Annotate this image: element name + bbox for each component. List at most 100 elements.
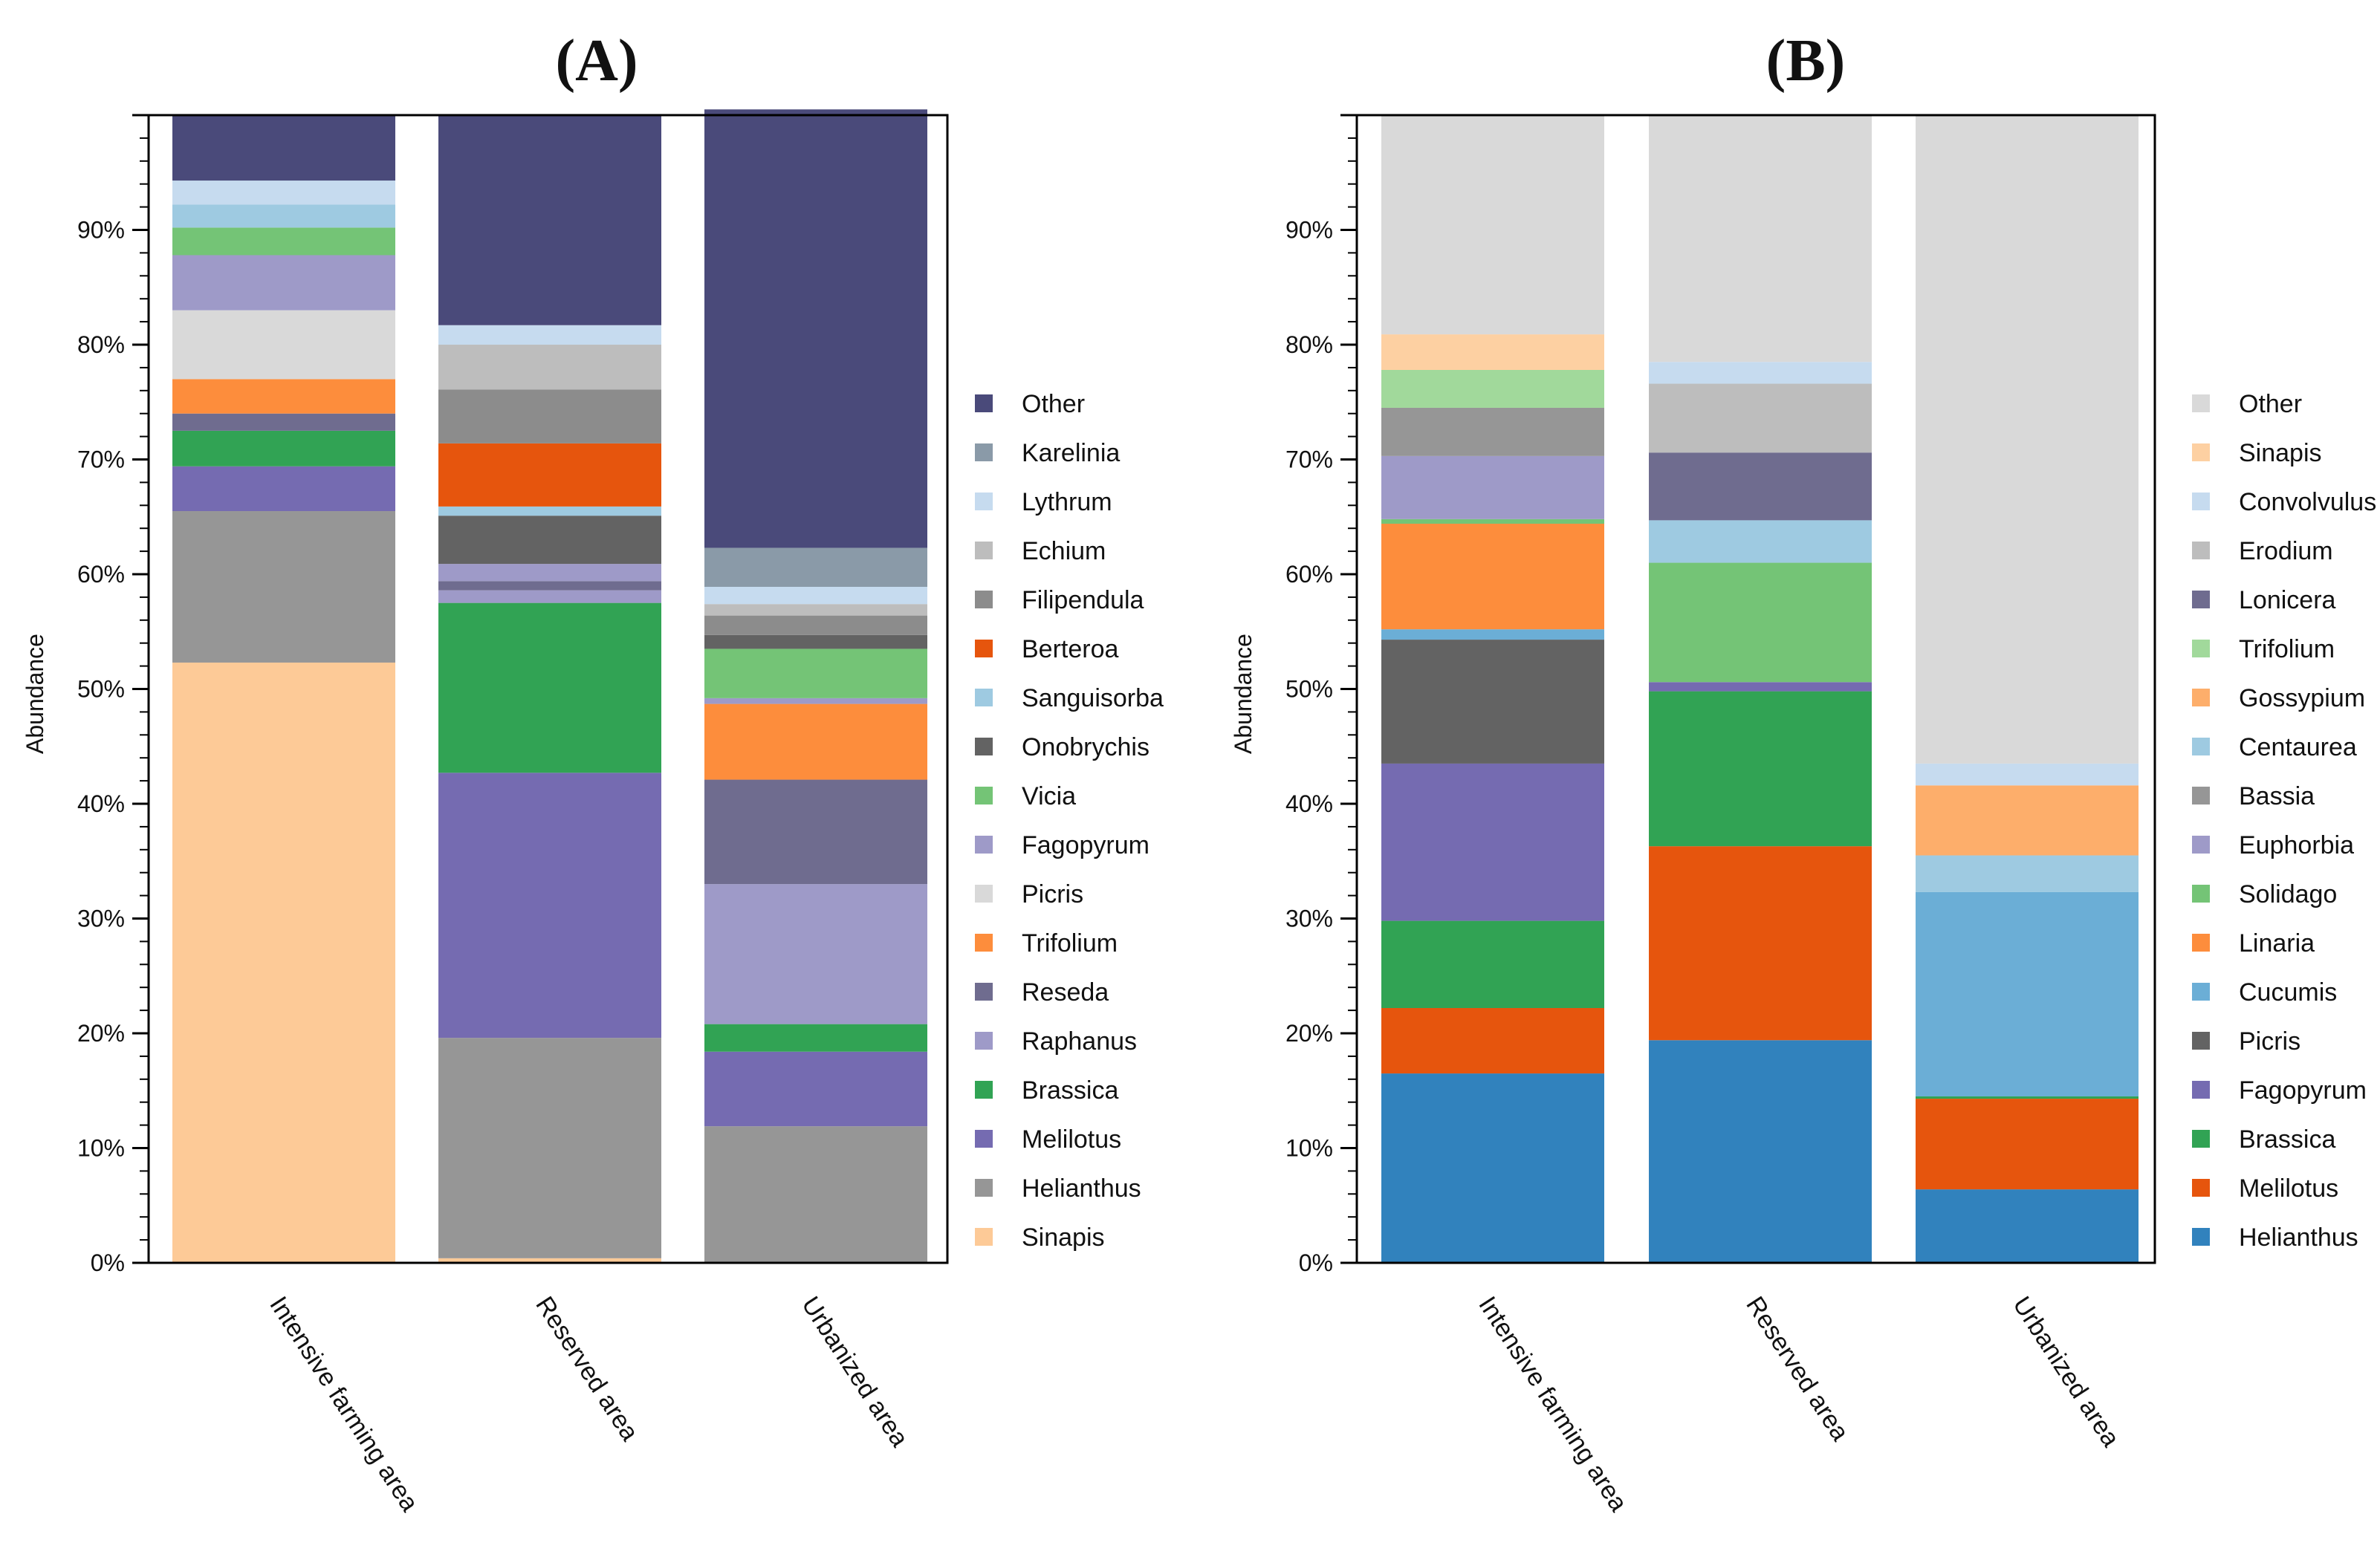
legend-swatch-other (2192, 394, 2210, 412)
bar-segment-helianthus-2 (1649, 1040, 1872, 1263)
legend-label-lonicera: Lonicera (2239, 586, 2336, 614)
legend-swatch-gossypium (2192, 689, 2210, 706)
legend-swatch-brassica (975, 1081, 993, 1099)
bar-segment-erodium-2 (1649, 383, 1872, 453)
bar-segment-reseda-2 (438, 581, 661, 591)
bar-segment-fagopyrum-1 (172, 255, 395, 311)
legend-label-cucumis: Cucumis (2239, 978, 2337, 1007)
legend-swatch-reseda (975, 983, 993, 1001)
y-tick-label: 60% (77, 561, 125, 588)
bar-segment-melilotus-1 (1381, 1008, 1604, 1074)
legend-label-karelinia: Karelinia (1022, 439, 1120, 467)
bar-segment-other-3 (704, 109, 927, 548)
x-tick-label: Intensive farming area (264, 1292, 424, 1517)
y-tick-label: 10% (1285, 1135, 1333, 1162)
y-tick-label: 0% (1299, 1249, 1333, 1276)
bar-segment-euphorbia-1 (1381, 455, 1604, 519)
panel-b-title: (B) (1766, 28, 1846, 94)
bar-segment-fagopyrum-3 (704, 698, 927, 704)
legend-label-other: Other (1022, 390, 1085, 418)
bar-segment-other-1 (172, 115, 395, 181)
bar-segment-trifolium-3 (704, 703, 927, 780)
legend-swatch-trifolium (975, 934, 993, 952)
bar-segment-brassica-2 (438, 602, 661, 773)
panel-a-title: (A) (555, 28, 638, 94)
y-tick-label: 80% (1285, 331, 1333, 358)
y-tick-label: 70% (77, 446, 125, 473)
legend-swatch-other (975, 394, 993, 412)
legend-label-raphanus: Raphanus (1022, 1027, 1137, 1056)
panel-b-bars (1381, 115, 2139, 1263)
y-tick-label: 30% (1285, 906, 1333, 932)
legend-swatch-sinapis (2192, 443, 2210, 461)
bar-segment-brassica-3 (1916, 1096, 2139, 1099)
x-tick-label: Urbanized area (796, 1292, 914, 1452)
legend-swatch-erodium (2192, 542, 2210, 559)
legend-label-other: Other (2239, 390, 2302, 418)
bar-segment-solidago-1 (1381, 519, 1604, 524)
bar-segment-berteroa-2 (438, 443, 661, 507)
bar-segment-sinapis-1 (172, 662, 395, 1263)
panel-b-y-axis-label: Abundance (1230, 634, 1257, 754)
bar-segment-karelinia-3 (704, 547, 927, 587)
bar-segment-lonicera-2 (1649, 452, 1872, 521)
bar-segment-linaria-1 (1381, 524, 1604, 630)
bar-segment-cucumis-3 (1916, 891, 2139, 1096)
panel-a-bars (172, 109, 927, 1263)
legend-label-filipendula: Filipendula (1022, 586, 1144, 614)
bar-segment-raphanus-3 (704, 884, 927, 1024)
bar-segment-trifolium-1 (1381, 369, 1604, 408)
y-tick-label: 60% (1285, 561, 1333, 588)
legend-swatch-fagopyrum (2192, 1081, 2210, 1099)
legend-label-linaria: Linaria (2239, 929, 2315, 958)
bar-segment-picris-1 (1381, 640, 1604, 764)
bar-segment-fagopyrum-2 (1649, 682, 1872, 692)
bar-segment-melilotus-3 (704, 1051, 927, 1127)
bar-segment-lythrum-2 (438, 325, 661, 345)
legend-swatch-melilotus (975, 1130, 993, 1148)
y-tick-label: 40% (1285, 790, 1333, 817)
bar-segment-filipendula-2 (438, 389, 661, 443)
legend-label-solidago: Solidago (2239, 880, 2337, 908)
legend-swatch-cucumis (2192, 983, 2210, 1001)
bar-segment-convolvulus-2 (1649, 362, 1872, 384)
bar-segment-helianthus-3 (1916, 1189, 2139, 1263)
legend-swatch-solidago (2192, 885, 2210, 903)
bar-segment-solidago-2 (1649, 562, 1872, 683)
bar-segment-picris-1 (172, 310, 395, 380)
bar-segment-cucumis-1 (1381, 629, 1604, 640)
legend-swatch-filipendula (975, 591, 993, 608)
legend-label-trifolium: Trifolium (1022, 929, 1118, 958)
bar-segment-gossypium-3 (1916, 785, 2139, 856)
bar-segment-helianthus-1 (1381, 1073, 1604, 1263)
bar-segment-other-2 (438, 115, 661, 325)
legend-swatch-berteroa (975, 640, 993, 657)
panel-a: (A) Abundance Intensive farming area Rese… (22, 28, 1164, 1517)
y-tick-label: 30% (77, 906, 125, 932)
legend-label-onobrychis: Onobrychis (1022, 733, 1150, 761)
bar-segment-helianthus-1 (172, 511, 395, 663)
y-tick-label: 90% (1285, 217, 1333, 244)
y-tick-label: 70% (1285, 446, 1333, 473)
legend-label-reseda: Reseda (1022, 978, 1109, 1007)
y-tick-label: 10% (77, 1135, 125, 1162)
legend-swatch-onobrychis (975, 738, 993, 755)
bar-segment-echium-2 (438, 345, 661, 390)
y-tick-label: 80% (77, 331, 125, 358)
bar-segment-brassica-1 (172, 430, 395, 467)
x-tick-label: Intensive farming area (1473, 1292, 1632, 1517)
bar-segment-bassia-1 (1381, 407, 1604, 456)
legend-swatch-melilotus (2192, 1179, 2210, 1197)
legend-label-melilotus: Melilotus (1022, 1125, 1121, 1154)
legend-label-fagopyrum: Fagopyrum (2239, 1076, 2367, 1105)
bar-segment-trifolium-1 (172, 379, 395, 414)
legend-swatch-convolvulus (2192, 493, 2210, 510)
bar-segment-melilotus-2 (438, 773, 661, 1038)
bar-segment-fagopyrum-1 (1381, 763, 1604, 921)
legend-label-echium: Echium (1022, 537, 1106, 565)
legend-swatch-echium (975, 542, 993, 559)
x-tick-label: Reserved area (530, 1292, 643, 1446)
bar-segment-other-3 (1916, 115, 2139, 764)
bar-segment-reseda-1 (172, 413, 395, 431)
